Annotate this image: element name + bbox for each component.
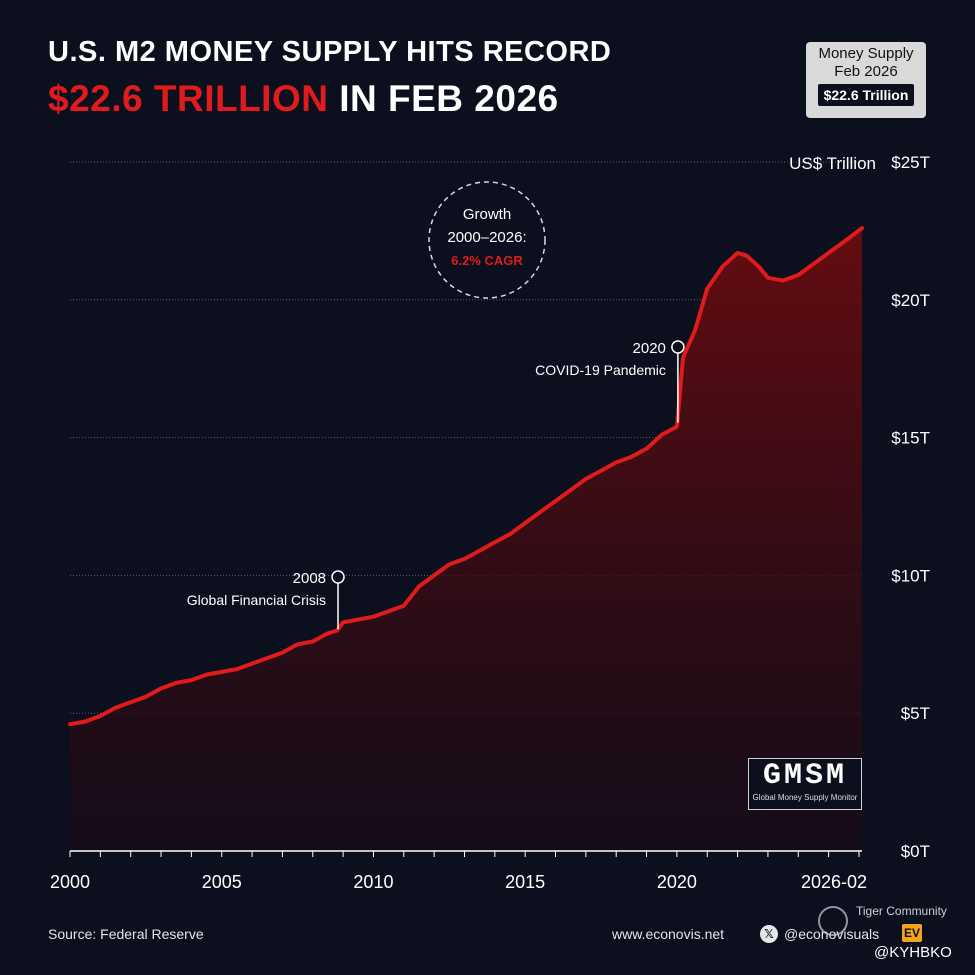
growth-line1: Growth	[463, 206, 511, 223]
growth-note: Growth 2000–2026: 6.2% CAGR	[428, 181, 546, 299]
title-rest: IN FEB 2026	[328, 78, 559, 119]
axis-layer: $0T $5T $10T $15T $20T $25T 2000 2005 2010 2015 20…	[50, 153, 930, 892]
series-line	[68, 226, 864, 727]
growth-circle	[428, 181, 546, 299]
annotation-text: Global Financial Crisis	[187, 592, 326, 608]
annotation-text: COVID-19 Pandemic	[535, 362, 666, 378]
annotation-marker	[671, 340, 685, 354]
y-tick-label: $25T	[891, 153, 930, 172]
money-supply-badge: Money Supply Feb 2026 $22.6 Trillion	[806, 42, 926, 118]
gmsm-logo-subtext: Global Money Supply Monitor	[752, 793, 858, 802]
y-tick-label: $0T	[901, 842, 930, 861]
x-tick-label: 2010	[353, 872, 393, 892]
y-axis-title: US$ Trillion	[789, 154, 876, 173]
x-logo-icon: 𝕏	[760, 925, 778, 943]
growth-line2: 2000–2026:	[447, 229, 526, 246]
website-link[interactable]: www.econovis.net	[612, 926, 725, 942]
x-tick-label: 2015	[505, 872, 545, 892]
user-handle: @KYHBKO	[874, 944, 952, 961]
badge-value: $22.6 Trillion	[817, 84, 915, 106]
series-area-fill	[70, 228, 862, 852]
annotation-layer: 2008 Global Financial Crisis 2020 COVID-19 …	[187, 340, 685, 630]
y-tick-label: $5T	[901, 704, 930, 723]
tiger-community-label: Tiger Community	[856, 904, 947, 918]
y-tick-label: $15T	[891, 429, 930, 448]
annotation-year: 2008	[293, 570, 326, 587]
title-accent-value: $22.6 TRILLION	[48, 78, 329, 119]
annotation-year: 2020	[633, 340, 666, 357]
y-tick-label: $20T	[891, 291, 930, 310]
source-text: Source: Federal Reserve	[48, 926, 204, 942]
y-tick-label: $10T	[891, 566, 930, 585]
ev-logo-icon: EV	[902, 924, 922, 942]
gmsm-logo-text: GMSM	[762, 759, 847, 793]
x-tick-label: 2026-02	[801, 872, 867, 892]
badge-line1: Money Supply	[818, 45, 914, 62]
tiger-community-icon	[818, 906, 848, 936]
x-tick-label: 2000	[50, 872, 90, 892]
chart-title-line2: $22.6 TRILLION IN FEB 2026	[48, 78, 559, 120]
x-tick-label: 2020	[657, 872, 697, 892]
area-layer	[68, 226, 864, 852]
annotation-marker	[331, 570, 345, 584]
growth-line3: 6.2% CAGR	[451, 253, 523, 268]
x-tick-label: 2005	[202, 872, 242, 892]
gmsm-logo: GMSM Global Money Supply Monitor	[748, 758, 862, 810]
chart-title-line1: U.S. M2 MONEY SUPPLY HITS RECORD	[48, 36, 612, 68]
badge-line2: Feb 2026	[834, 63, 898, 80]
